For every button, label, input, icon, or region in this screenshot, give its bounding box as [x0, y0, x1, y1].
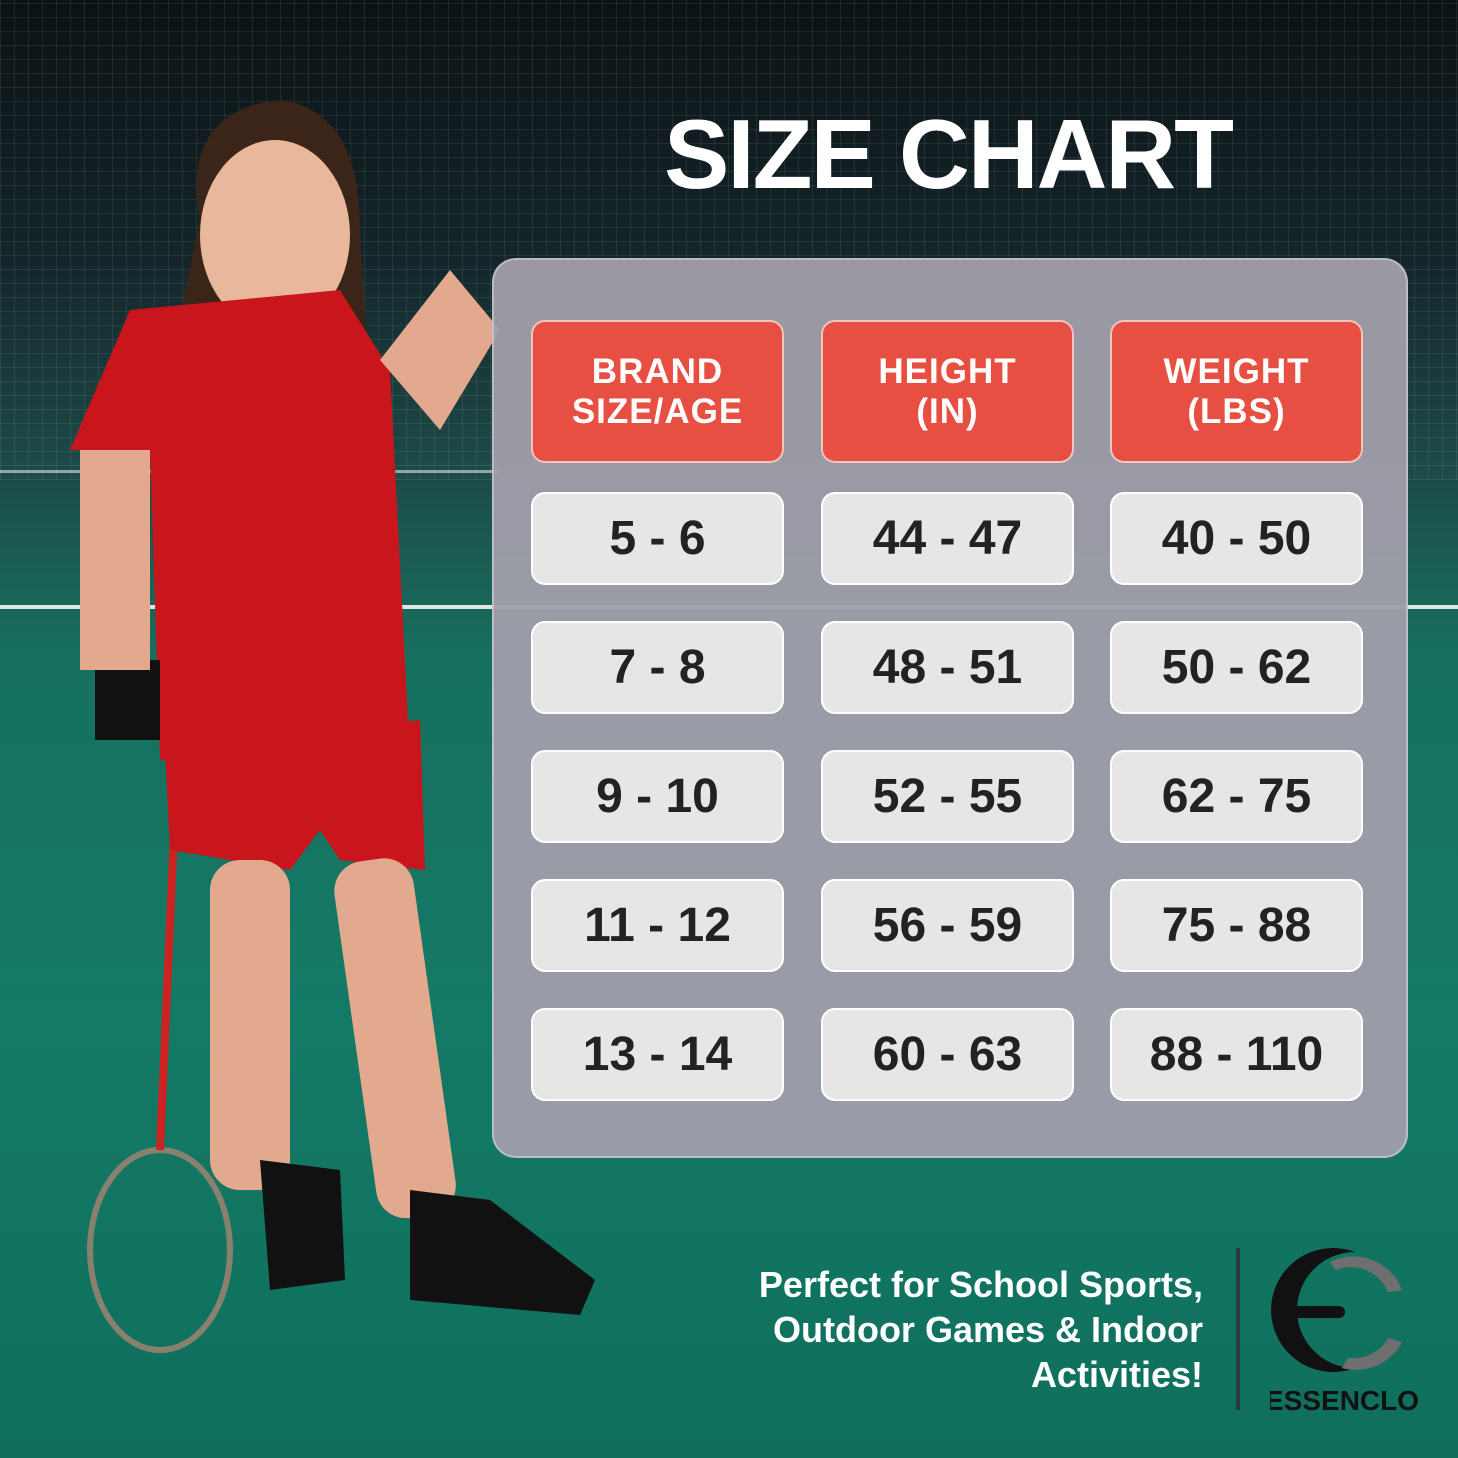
- cell-weight: 75 - 88: [1110, 879, 1363, 972]
- cell-size-age: 11 - 12: [531, 879, 784, 972]
- cell-height: 52 - 55: [821, 750, 1074, 843]
- tagline-line: Perfect for School Sports,: [758, 1264, 1203, 1305]
- cell-size-age: 5 - 6: [531, 492, 784, 585]
- brand-name: ESSENCLO: [1270, 1385, 1419, 1416]
- cell-height: 44 - 47: [821, 492, 1074, 585]
- girl-with-racket-photo: [70, 100, 595, 1353]
- tagline-line: Activities!: [1030, 1354, 1203, 1395]
- page-title: SIZE CHART: [664, 99, 1234, 209]
- cell-size-age: 13 - 14: [531, 1008, 784, 1101]
- cell-height: 56 - 59: [821, 879, 1074, 972]
- cell-weight: 40 - 50: [1110, 492, 1363, 585]
- cell-weight: 88 - 110: [1110, 1008, 1363, 1101]
- divider: [1236, 1248, 1240, 1410]
- tagline: Perfect for School Sports, Outdoor Games…: [759, 1262, 1203, 1397]
- cell-height: 48 - 51: [821, 621, 1074, 714]
- essenclo-logo: ESSENCLO: [1270, 1248, 1419, 1416]
- cell-weight: 50 - 62: [1110, 621, 1363, 714]
- cell-size-age: 7 - 8: [531, 621, 784, 714]
- cell-height: 60 - 63: [821, 1008, 1074, 1101]
- cell-size-age: 9 - 10: [531, 750, 784, 843]
- header-weight: WEIGHT (LBS): [1110, 320, 1363, 463]
- header-height: HEIGHT (IN): [821, 320, 1074, 463]
- tagline-line: Outdoor Games & Indoor: [772, 1309, 1203, 1350]
- header-size-age: BRAND SIZE/AGE: [531, 320, 784, 463]
- cell-weight: 62 - 75: [1110, 750, 1363, 843]
